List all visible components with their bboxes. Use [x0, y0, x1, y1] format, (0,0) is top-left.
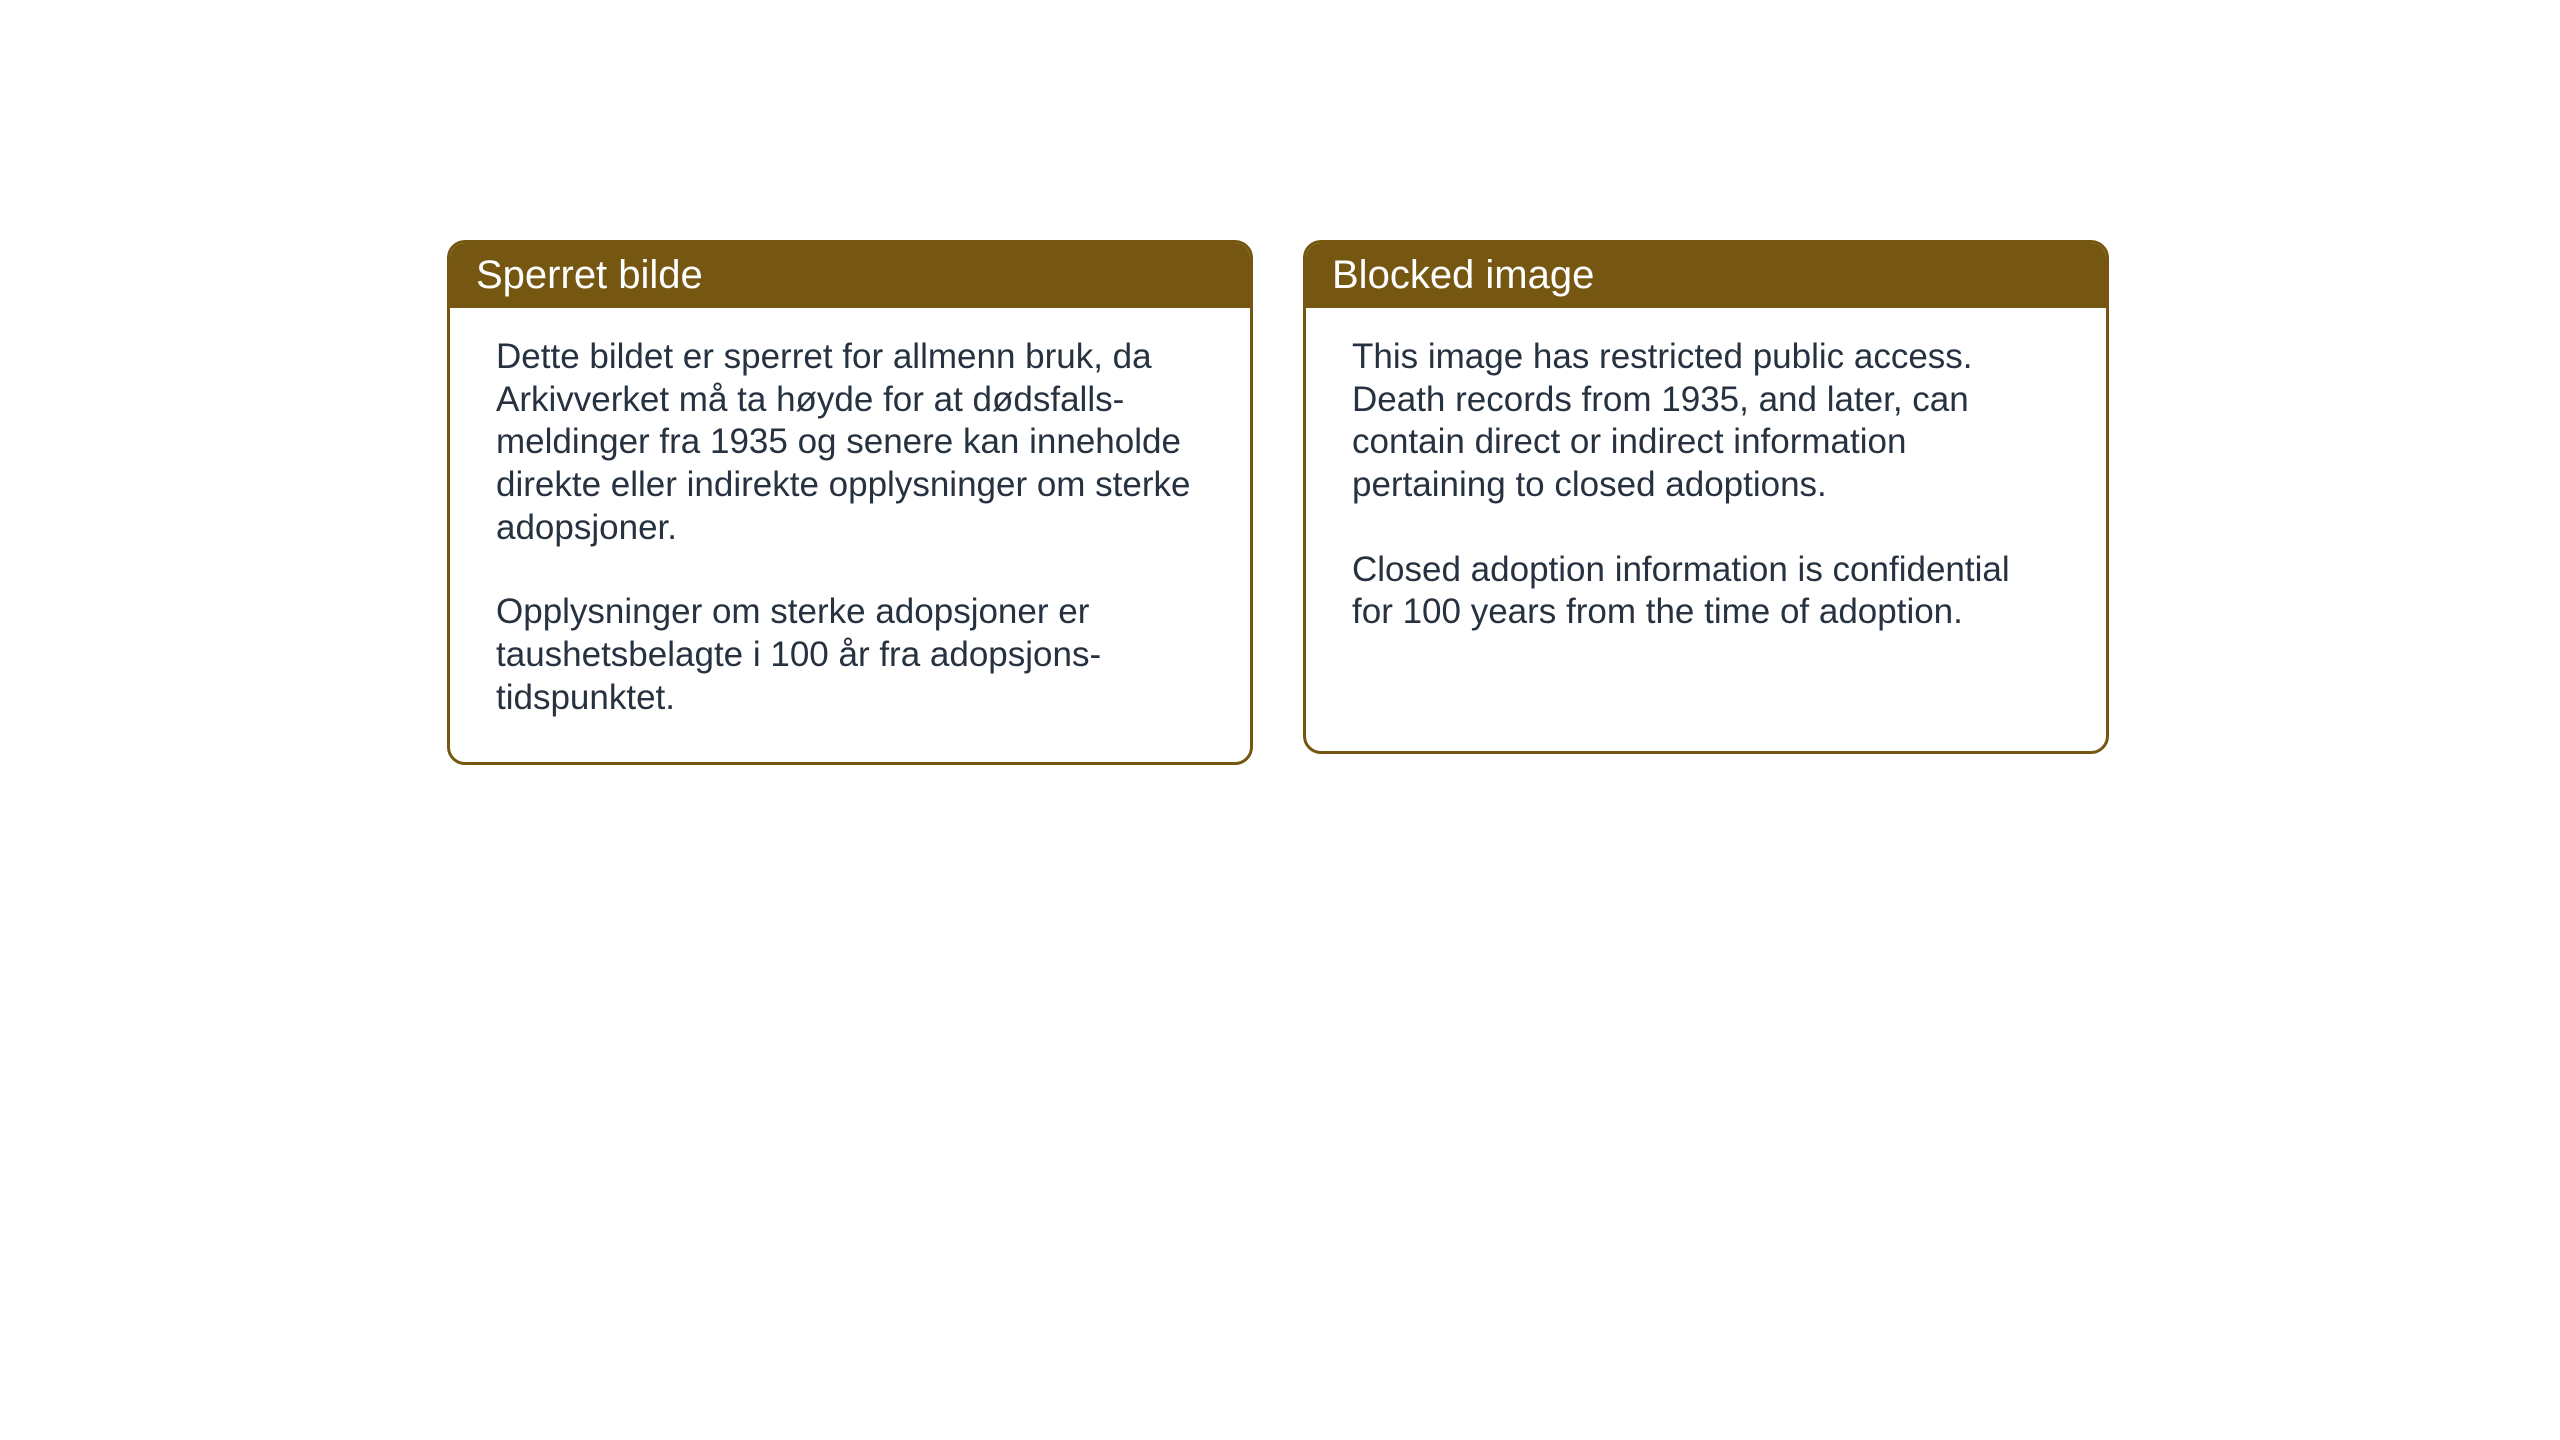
notice-paragraph: This image has restricted public access.… [1352, 336, 2060, 507]
notice-paragraph: Opplysninger om sterke adopsjoner er tau… [496, 591, 1204, 719]
card-header-english: Blocked image [1306, 243, 2106, 308]
notice-paragraph: Dette bildet er sperret for allmenn bruk… [496, 336, 1204, 549]
notice-card-norwegian: Sperret bilde Dette bildet er sperret fo… [447, 240, 1253, 765]
card-body-norwegian: Dette bildet er sperret for allmenn bruk… [450, 308, 1250, 762]
notice-card-english: Blocked image This image has restricted … [1303, 240, 2109, 754]
notice-cards-container: Sperret bilde Dette bildet er sperret fo… [447, 240, 2109, 765]
card-header-norwegian: Sperret bilde [450, 243, 1250, 308]
notice-paragraph: Closed adoption information is confident… [1352, 549, 2060, 634]
card-body-english: This image has restricted public access.… [1306, 308, 2106, 676]
